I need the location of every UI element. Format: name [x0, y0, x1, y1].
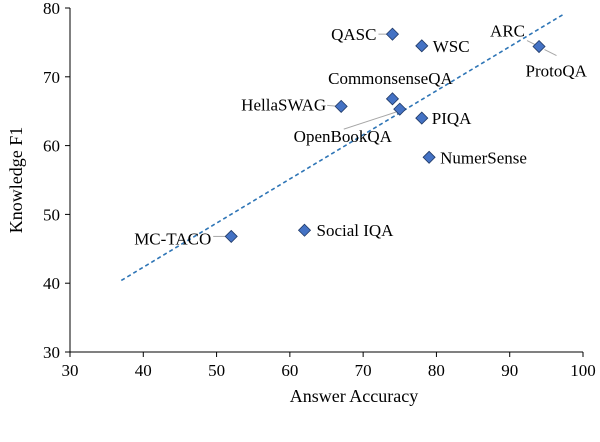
data-point-label: PIQA	[432, 109, 472, 128]
x-tick-label: 60	[281, 361, 298, 380]
y-axis-title: Knowledge F1	[6, 127, 26, 234]
leader-line	[544, 49, 557, 56]
data-point-marker	[422, 150, 436, 164]
leader-line	[343, 111, 396, 130]
trendline-group	[120, 14, 563, 282]
x-tick-label: 70	[355, 361, 372, 380]
x-tick-label: 50	[208, 361, 225, 380]
data-points	[224, 27, 546, 243]
y-tick-label: 60	[43, 137, 60, 156]
data-point-label: NumerSense	[440, 148, 527, 167]
x-tick-label: 90	[501, 361, 518, 380]
data-point-marker	[297, 223, 312, 237]
leader-line	[526, 40, 536, 45]
data-point-marker	[415, 39, 429, 53]
data-point-label: WSC	[433, 37, 470, 56]
x-axis-title: Answer Accuracy	[290, 386, 418, 406]
data-point-marker	[385, 27, 400, 41]
data-point-marker	[385, 92, 400, 106]
trendline	[120, 14, 563, 282]
data-point-label: CommonsenseQA	[328, 69, 453, 88]
y-tick-label: 80	[43, 0, 60, 18]
y-tick-label: 50	[43, 205, 60, 224]
y-tick-label: 30	[43, 343, 60, 362]
x-tick-label: 80	[428, 361, 445, 380]
data-point-label: ProtoQA	[525, 62, 587, 81]
x-tick-label: 30	[62, 361, 79, 380]
y-tick-label: 70	[43, 68, 60, 87]
data-point-marker	[415, 111, 429, 125]
data-point-label: MC-TACO	[134, 229, 211, 248]
data-point-label: Social IQA	[317, 221, 395, 240]
axes: 30 40 50 60 70 80 90 100 30 40 50 60 70 80	[43, 0, 596, 380]
y-tick-label: 40	[43, 274, 60, 293]
data-point-marker	[393, 102, 407, 116]
data-point-label: HellaSWAG	[241, 95, 326, 114]
data-point-marker	[224, 229, 238, 243]
data-point-label: QASC	[331, 25, 376, 44]
data-point-marker	[532, 39, 546, 54]
data-point-label: OpenBookQA	[294, 127, 393, 146]
data-point-marker	[334, 99, 348, 113]
x-tick-label: 100	[570, 361, 596, 380]
x-tick-label: 40	[135, 361, 152, 380]
data-point-label: ARC	[490, 22, 525, 41]
